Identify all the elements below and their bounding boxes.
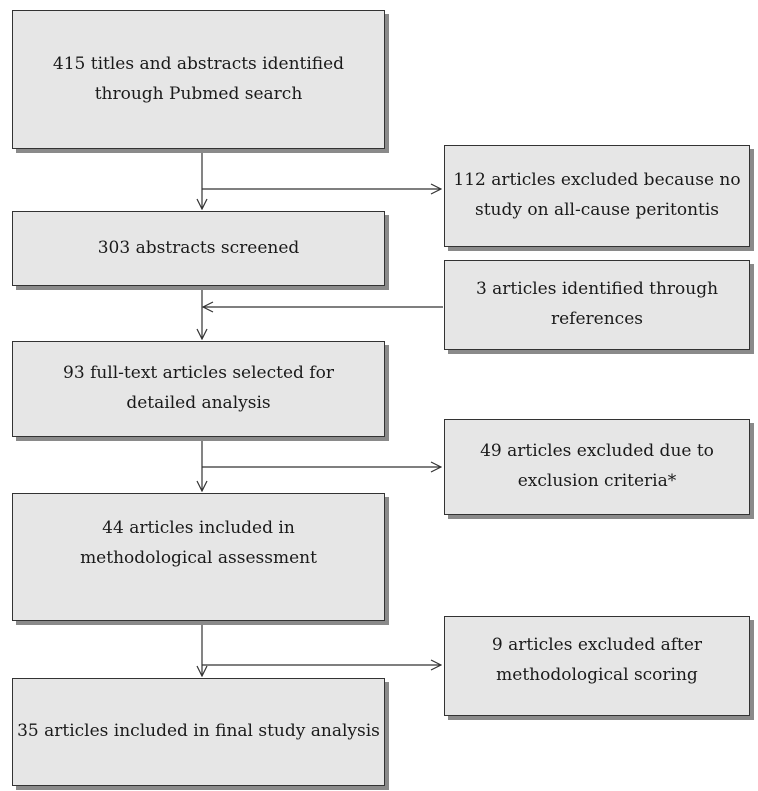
box-excluded-scoring-line-2: methodological scoring bbox=[496, 665, 698, 685]
box-identified-references-line-1: 3 articles identified through bbox=[475, 279, 719, 300]
box-excluded-no-study: 112 articles excluded because no study o… bbox=[444, 145, 750, 247]
box-screened-line-1: 303 abstracts screened bbox=[97, 237, 300, 258]
box-identified: 415 titles and abstracts identified thro… bbox=[12, 10, 385, 149]
box-excluded-criteria-line-2: exclusion criteria* bbox=[517, 471, 677, 491]
box-methodological-assessment-line-2: methodological assessment bbox=[80, 548, 317, 568]
box-screened: 303 abstracts screened bbox=[12, 211, 385, 286]
box-fulltext: 93 full-text articles selected for detai… bbox=[12, 341, 385, 437]
box-identified-line-1: 415 titles and abstracts identified bbox=[52, 53, 345, 74]
box-excluded-scoring-line-1: 9 articles excluded after bbox=[491, 635, 703, 656]
box-identified-references: 3 articles identified through references bbox=[444, 260, 750, 350]
box-identified-line-2: through Pubmed search bbox=[94, 83, 303, 104]
box-excluded-criteria: 49 articles excluded due to exclusion cr… bbox=[444, 419, 750, 515]
box-excluded-no-study-line-2: study on all-cause peritontis bbox=[474, 200, 720, 220]
box-final: 35 articles included in final study anal… bbox=[12, 678, 385, 786]
box-fulltext-line-1: 93 full-text articles selected for bbox=[63, 363, 334, 384]
box-excluded-criteria-line-1: 49 articles excluded due to bbox=[480, 441, 714, 462]
box-excluded-no-study-line-1: 112 articles excluded because no bbox=[453, 170, 741, 191]
box-identified-references-line-2: references bbox=[551, 309, 643, 329]
box-excluded-scoring: 9 articles excluded after methodological… bbox=[444, 616, 750, 716]
box-methodological-assessment: 44 articles included in methodological a… bbox=[12, 493, 385, 621]
box-final-line-1: 35 articles included in final study anal… bbox=[17, 721, 380, 742]
box-methodological-assessment-line-1: 44 articles included in bbox=[102, 518, 295, 539]
box-fulltext-line-2: detailed analysis bbox=[126, 393, 271, 413]
